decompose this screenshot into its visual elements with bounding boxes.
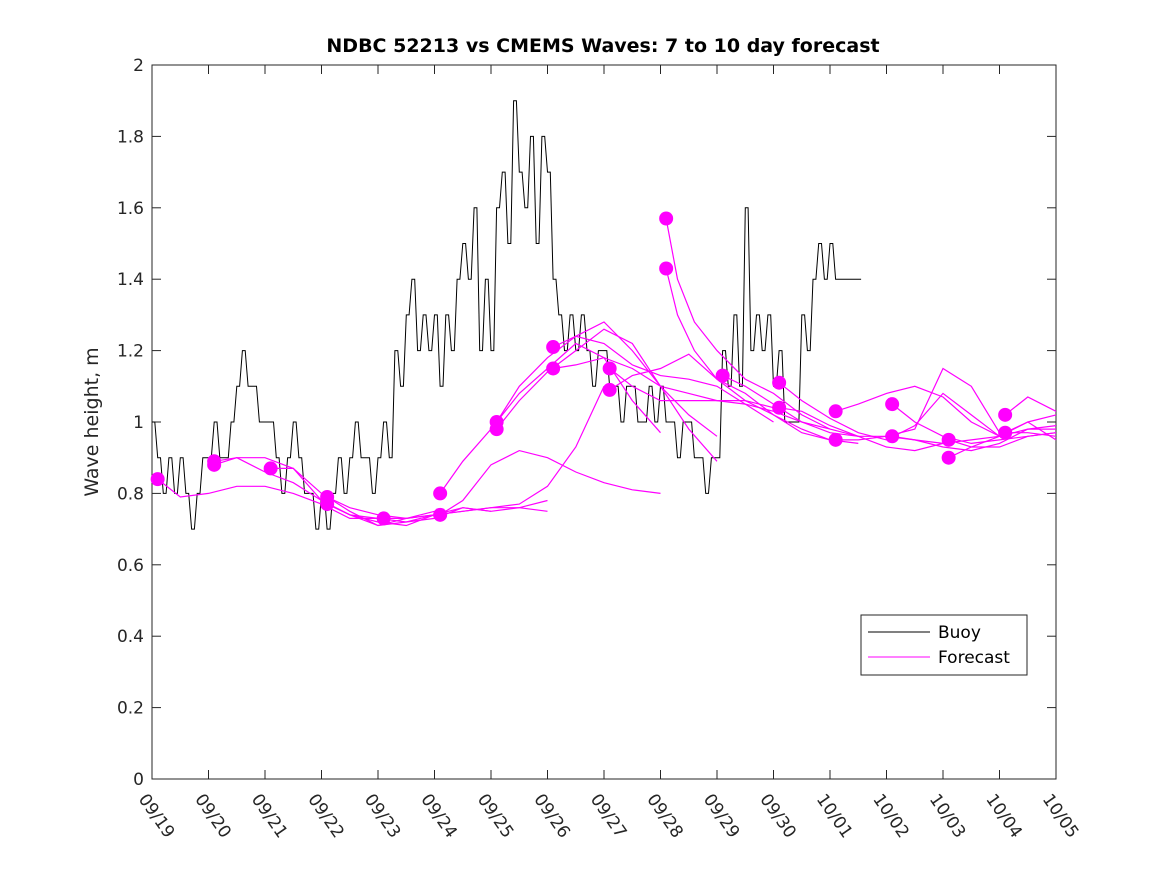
forecast-start-marker: [659, 261, 674, 276]
x-tick-label: 09/24: [416, 790, 460, 842]
y-tick-label: 1.8: [117, 127, 144, 147]
forecast-start-marker: [433, 507, 448, 522]
x-tick-label: 09/19: [134, 790, 178, 842]
forecast-start-marker: [546, 340, 561, 355]
forecast-start-marker: [941, 450, 956, 465]
forecast-line: [779, 407, 1000, 452]
x-tick-label: 09/28: [642, 790, 686, 842]
forecast-line: [835, 385, 1057, 437]
forecast-start-marker: [546, 361, 561, 376]
buoy-line: [152, 100, 862, 530]
legend: Buoy Forecast: [860, 614, 1028, 676]
x-tick-label: 09/27: [586, 790, 630, 842]
y-axis-label: Wave height, m: [81, 347, 103, 496]
x-tick-label: 09/20: [190, 790, 234, 842]
x-tick-label: 09/26: [529, 790, 573, 842]
forecast-series: [150, 211, 1057, 527]
y-tick-label: 0: [133, 770, 144, 790]
buoy-series: [152, 100, 862, 530]
x-tick-label: 10/04: [981, 790, 1025, 842]
forecast-start-marker: [998, 425, 1013, 440]
forecast-line: [665, 218, 859, 437]
forecast-start-marker: [998, 407, 1013, 422]
forecast-start-marker: [263, 461, 278, 476]
forecast-line: [157, 478, 378, 519]
y-tick-label: 1.2: [117, 342, 144, 362]
chart-title: NDBC 52213 vs CMEMS Waves: 7 to 10 day f…: [326, 35, 879, 57]
legend-buoy-label: Buoy: [938, 623, 981, 643]
forecast-start-marker: [828, 404, 843, 419]
forecast-line: [835, 367, 1057, 441]
forecast-start-marker: [602, 361, 617, 376]
forecast-start-marker: [320, 497, 335, 512]
forecast-start-marker: [433, 486, 448, 501]
forecast-line: [496, 321, 718, 437]
forecast-line: [383, 386, 605, 519]
forecast-start-marker: [941, 432, 956, 447]
forecast-start-marker: [489, 422, 504, 437]
forecast-start-marker: [659, 211, 674, 226]
x-tick-label: 09/21: [247, 790, 291, 842]
forecast-line: [552, 335, 774, 423]
x-tick-label: 10/03: [925, 790, 969, 842]
forecast-line: [892, 428, 1056, 452]
y-tick-label: 0.6: [117, 556, 144, 576]
x-tick-label: 10/01: [812, 790, 856, 842]
forecast-line: [270, 467, 492, 527]
x-tick-label: 10/05: [1038, 790, 1082, 842]
y-tick-label: 1.6: [117, 199, 144, 219]
x-tick-label: 09/29: [699, 790, 743, 842]
forecast-line: [609, 368, 831, 430]
forecast-start-marker: [376, 511, 391, 526]
x-tick-label: 09/25: [473, 790, 517, 842]
legend-box: [860, 614, 1028, 676]
forecast-start-marker: [885, 429, 900, 444]
forecast-start-marker: [207, 457, 222, 472]
forecast-line: [496, 328, 718, 462]
forecast-start-marker: [715, 368, 730, 383]
forecast-line: [439, 449, 661, 516]
forecast-line: [665, 268, 859, 444]
forecast-start-marker: [885, 397, 900, 412]
x-tick-label: 10/02: [868, 790, 912, 842]
y-tick-label: 0.2: [117, 699, 144, 719]
forecast-start-marker: [602, 382, 617, 397]
forecast-line: [1004, 396, 1057, 416]
y-tick-label: 1: [133, 413, 144, 433]
x-tick-label: 09/30: [755, 790, 799, 842]
y-tick-label: 0.8: [117, 484, 144, 504]
forecast-line: [948, 432, 1057, 459]
legend-forecast-label: Forecast: [938, 648, 1010, 668]
x-tick-label: 09/22: [303, 790, 347, 842]
forecast-start-marker: [772, 375, 787, 390]
forecast-line: [1004, 421, 1057, 441]
y-tick-label: 0.4: [117, 627, 144, 647]
y-tick-label: 1.4: [117, 270, 144, 290]
forecast-start-marker: [150, 472, 165, 487]
forecast-start-marker: [772, 400, 787, 415]
forecast-start-marker: [828, 432, 843, 447]
y-tick-label: 2: [133, 56, 144, 76]
forecast-line: [553, 357, 774, 409]
x-tick-label: 09/23: [360, 790, 404, 842]
